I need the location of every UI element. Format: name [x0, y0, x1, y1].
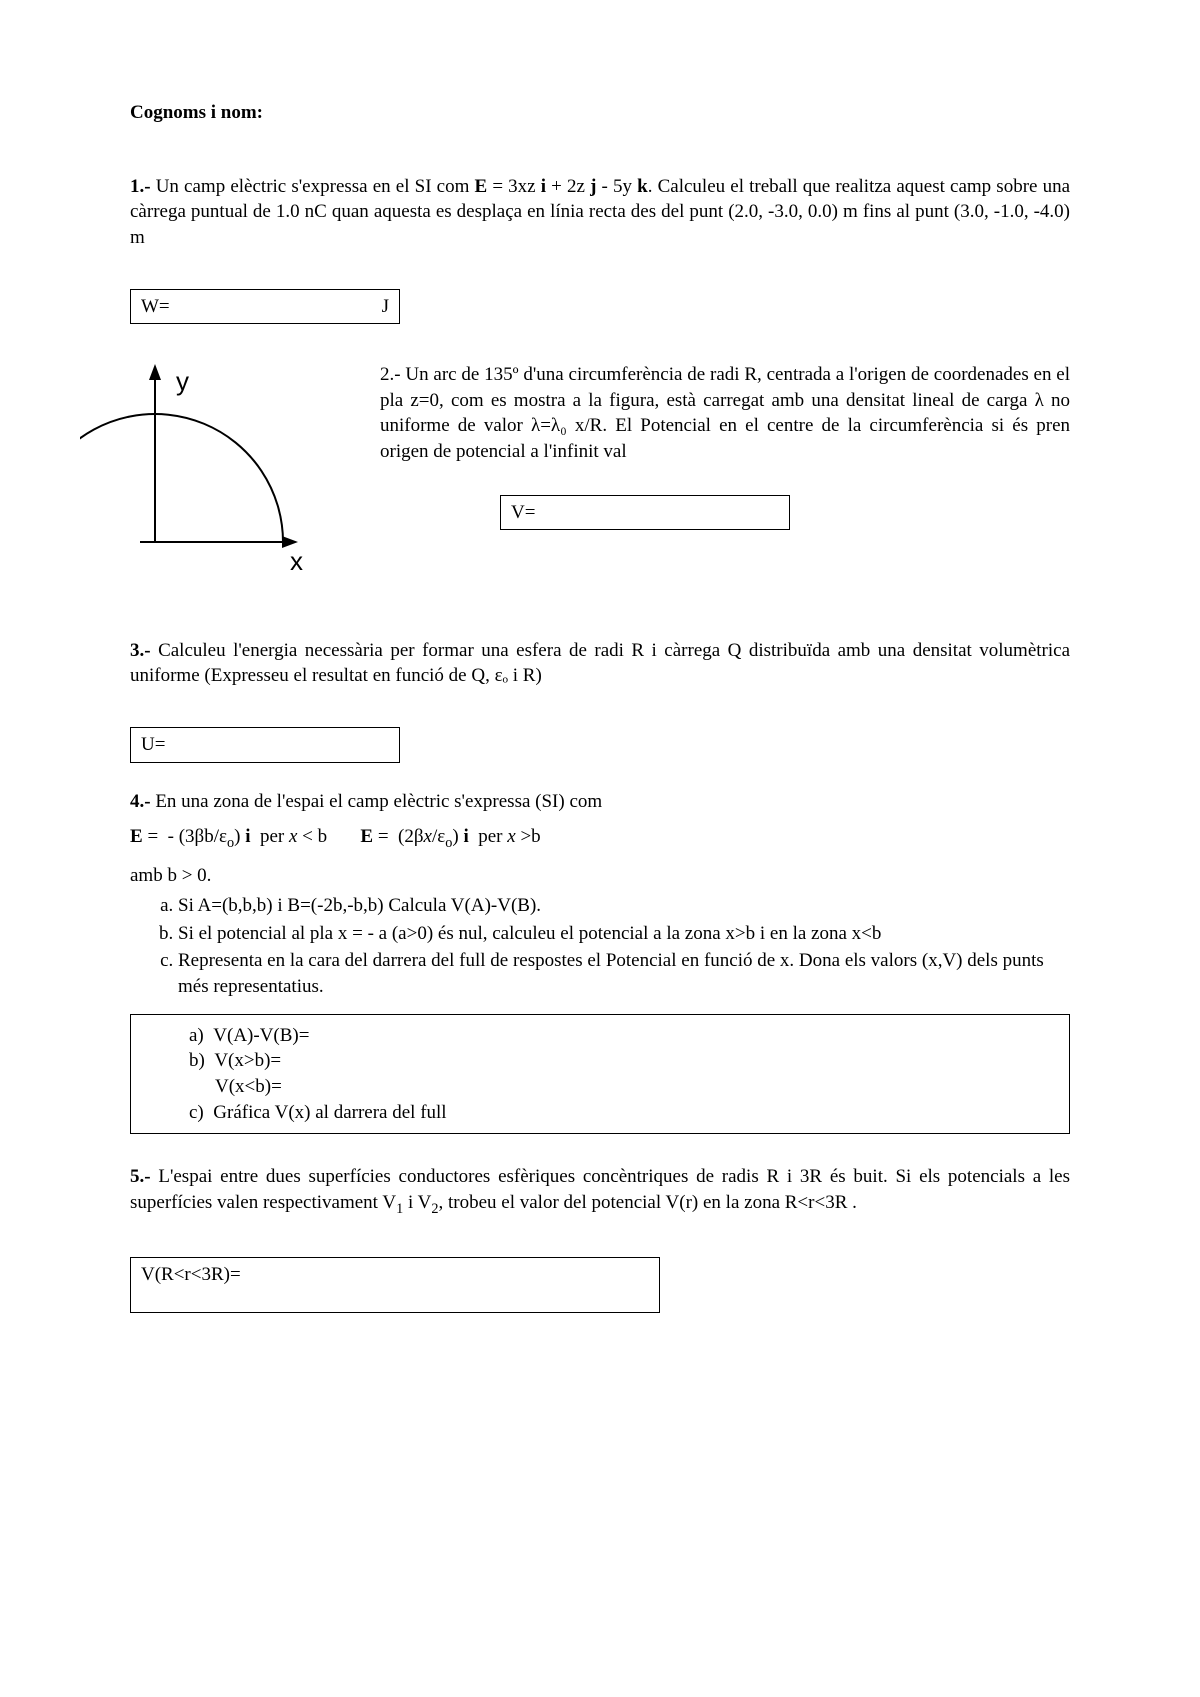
q5-answer-label: V(R<r<3R)= [141, 1264, 241, 1285]
q2-answer-label: V= [511, 502, 535, 523]
y-axis-label: y [176, 366, 189, 396]
q5-number: 5.- [130, 1166, 151, 1187]
q4-number: 4.- [130, 791, 151, 812]
q3-answer-label: U= [141, 734, 165, 755]
q2-row: y x 2.- Un arc de 135º d'una circumferèn… [130, 362, 1070, 590]
q3-body: Calculeu l'energia necessària per formar… [130, 640, 1070, 687]
q4-equations: E = - (3βb/εo) i per x < b E = (2βx/εo) … [130, 824, 1070, 853]
arc-diagram-svg: y x [80, 362, 310, 582]
q4-block: 4.- En una zona de l'espai el camp elèct… [130, 789, 1070, 1134]
q4-b: Si el potencial al pla x = - a (a>0) és … [178, 921, 1070, 947]
q4-ans-a: a) V(A)-V(B)= [189, 1023, 1055, 1049]
q2-text-block: 2.- Un arc de 135º d'una circumferència … [380, 362, 1070, 530]
q1-answer-box: W= J [130, 289, 400, 325]
header-cognoms: Cognoms i nom: [130, 100, 1070, 126]
q4-answer-box: a) V(A)-V(B)= b) V(x>b)= V(x<b)= c) Gráf… [130, 1014, 1070, 1135]
q1-answer-label-left: W= [141, 294, 170, 320]
q4-ans-b2: V(x<b)= [189, 1074, 1055, 1100]
page: Cognoms i nom: 1.- Un camp elèctric s'ex… [0, 0, 1200, 1697]
q5-body: L'espai entre dues superfícies conductor… [130, 1166, 1070, 1213]
q1-text: 1.- Un camp elèctric s'expressa en el SI… [130, 174, 1070, 251]
q3-answer-box: U= [130, 727, 400, 763]
q1-answer-label-right: J [382, 294, 389, 320]
x-axis-label: x [290, 546, 303, 576]
q3-text: 3.- Calculeu l'energia necessària per fo… [130, 638, 1070, 689]
q5-answer-box: V(R<r<3R)= [130, 1257, 660, 1313]
q4-a: Si A=(b,b,b) i B=(-2b,-b,b) Calcula V(A)… [178, 893, 1070, 919]
q1-number: 1.- [130, 176, 151, 197]
q4-ans-c: c) Gráfica V(x) al darrera del full [189, 1100, 1055, 1126]
q2-figure: y x [80, 362, 310, 590]
q1-body: Un camp elèctric s'expressa en el SI com… [130, 176, 1070, 248]
q4-ans-b1: b) V(x>b)= [189, 1048, 1055, 1074]
q4-c: Representa en la cara del darrera del fu… [178, 948, 1070, 999]
q4-amb: amb b > 0. [130, 863, 1070, 889]
q4-intro: En una zona de l'espai el camp elèctric … [155, 791, 602, 812]
q2-answer-box: V= [500, 495, 790, 531]
q4-subquestions: Si A=(b,b,b) i B=(-2b,-b,b) Calcula V(A)… [130, 893, 1070, 1000]
q2-number: 2.- [380, 364, 401, 385]
q3-number: 3.- [130, 640, 151, 661]
q2-body: Un arc de 135º d'una circumferència de r… [380, 364, 1070, 462]
q5-text: 5.- L'espai entre dues superfícies condu… [130, 1164, 1070, 1219]
